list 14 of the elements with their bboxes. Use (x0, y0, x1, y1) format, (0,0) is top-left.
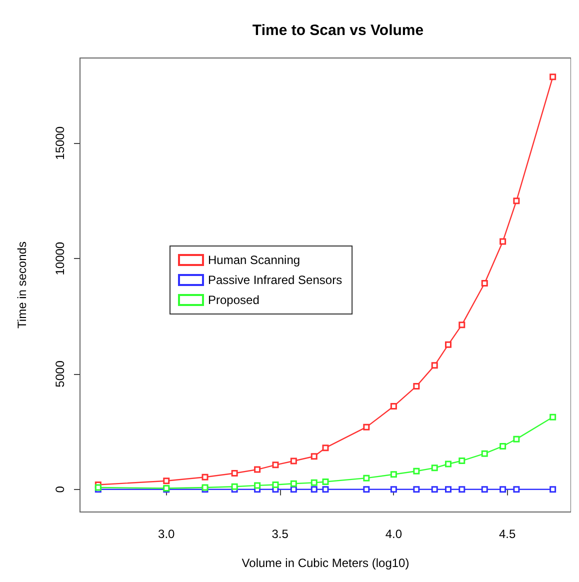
x-tick-label: 3.0 (158, 527, 176, 541)
y-tick-label: 10000 (53, 242, 67, 276)
chart-title: Time to Scan vs Volume (252, 22, 424, 39)
y-axis-title: Time in seconds (15, 242, 29, 328)
legend-label: Human Scanning (208, 253, 300, 267)
y-tick-label: 0 (53, 486, 67, 493)
y-tick-label: 5000 (53, 360, 67, 388)
y-tick-label: 15000 (53, 126, 67, 160)
x-tick-label: 4.5 (499, 527, 516, 541)
legend-label: Proposed (208, 293, 260, 307)
legend-label: Passive Infrared Sensors (208, 273, 342, 287)
x-tick-label: 4.0 (385, 527, 402, 541)
x-axis-title: Volume in Cubic Meters (log10) (242, 556, 410, 570)
x-tick-label: 3.5 (272, 527, 289, 541)
